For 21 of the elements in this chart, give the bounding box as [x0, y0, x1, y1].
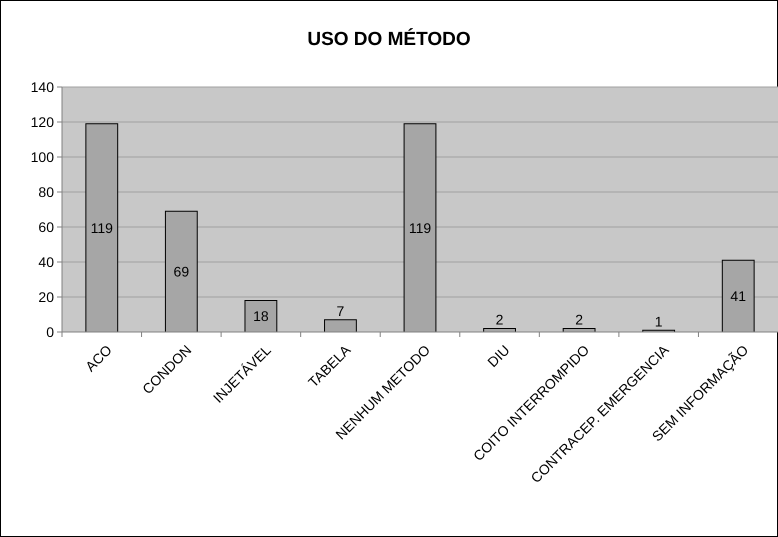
data-label: 69	[174, 264, 190, 280]
data-label: 2	[575, 312, 584, 328]
data-label: 41	[730, 288, 746, 304]
data-label: 1	[654, 313, 663, 330]
data-label: 119	[408, 220, 432, 236]
y-tick-label: 100	[30, 148, 54, 165]
data-label: 119	[90, 220, 114, 236]
y-tick-label: 0	[46, 324, 54, 340]
y-tick-label: 80	[38, 184, 54, 200]
chart-title: USO DO MÉTODO	[307, 28, 471, 50]
y-tick-label: 140	[30, 78, 54, 95]
data-label: 7	[336, 302, 345, 319]
y-tick-label: 40	[38, 254, 54, 270]
bar	[244, 300, 278, 332]
y-tick-label: 120	[30, 114, 54, 130]
x-tick-label: DIU	[484, 342, 513, 370]
y-tick-label: 60	[38, 218, 54, 235]
data-label: 18	[253, 308, 269, 324]
bar	[324, 319, 357, 332]
data-label: 2	[496, 312, 504, 328]
y-tick-label: 20	[38, 288, 54, 305]
